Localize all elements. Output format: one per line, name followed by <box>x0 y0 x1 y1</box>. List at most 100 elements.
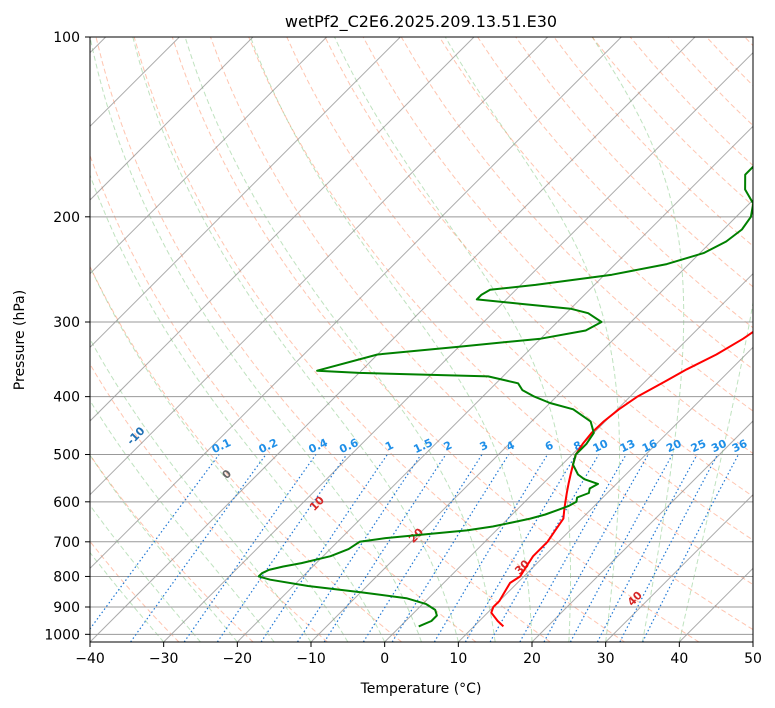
moist-adiabat-line <box>90 265 349 642</box>
moist-adiabat-line <box>250 37 533 642</box>
isotherm-line <box>752 641 753 642</box>
temperature-profile <box>490 330 753 628</box>
y-tick-label: 600 <box>53 495 80 511</box>
mixing-ratio-line <box>519 454 627 642</box>
moist-adiabat-line <box>591 37 685 642</box>
moist-adiabat-line <box>334 37 571 642</box>
isobars <box>90 37 753 635</box>
isotherm-line <box>90 37 401 349</box>
mixing-ratio-label: 1 <box>383 439 395 454</box>
isotherm-line <box>90 37 622 570</box>
y-tick-label: 100 <box>53 30 80 46</box>
isotherm-line <box>90 37 696 642</box>
mixing-ratio-label: 1.5 <box>412 436 435 456</box>
mixing-ratio-line <box>489 454 600 642</box>
dry-adiabat-line <box>90 265 403 642</box>
mixing-ratio-label: 0.6 <box>337 436 360 456</box>
mixing-ratio-line <box>183 454 317 642</box>
dry-adiabat-line <box>90 453 254 642</box>
moist-adiabat-line <box>90 454 238 642</box>
x-axis-ticks: −40 −30 −20 −10 0 10 20 30 40 50 <box>75 642 762 667</box>
x-tick-label: 20 <box>523 651 541 667</box>
mixing-ratio-label: 30 <box>709 437 729 455</box>
isotherm-line <box>90 37 475 422</box>
x-tick-label: 30 <box>597 651 615 667</box>
mixing-ratio-line <box>433 454 549 642</box>
mixing-ratio-line <box>216 454 348 642</box>
mixing-ratio-label: 0.1 <box>210 436 233 456</box>
dry-adiabat-line <box>438 37 753 370</box>
dry-adiabat-line <box>210 37 753 631</box>
mixing-ratio-label: 36 <box>730 437 750 455</box>
dry-adiabat-line <box>668 37 753 127</box>
dry-adiabats <box>90 37 753 642</box>
mixing-ratio-line <box>596 454 698 642</box>
mixing-ratio-label: 0.4 <box>307 436 330 456</box>
x-tick-label: 50 <box>744 651 762 667</box>
isotherm-line <box>310 199 753 642</box>
moist-adiabat-line <box>184 37 496 642</box>
mixing-ratio-line <box>130 454 267 642</box>
isotherm-line <box>605 493 753 642</box>
mixing-ratio-line <box>323 454 447 642</box>
moist-adiabat-line <box>444 37 620 642</box>
mixing-ratio-label: 13 <box>618 437 637 455</box>
mixing-ratio-label: 0.2 <box>257 436 280 456</box>
mixing-ratio-line <box>90 454 220 630</box>
mixing-ratio-label: 20 <box>664 437 684 455</box>
moist-adiabat-line <box>90 37 422 642</box>
mixing-ratio-line <box>362 454 483 642</box>
x-tick-label: −20 <box>223 651 253 667</box>
dry-adiabat-line <box>171 37 700 642</box>
isotherm-line <box>531 420 753 642</box>
moist-adiabat-line <box>678 299 753 642</box>
y-tick-label: 300 <box>53 315 80 331</box>
dry-adiabat-line <box>95 37 551 642</box>
isotherm-line <box>384 272 753 642</box>
moist-adiabat-line <box>90 173 386 642</box>
dry-adiabat-line <box>286 37 753 541</box>
isotherm-line <box>236 125 753 642</box>
mixing-ratio-label: 2 <box>442 439 454 454</box>
y-tick-label: 200 <box>53 210 80 226</box>
line-labels: 0.10.20.40.611.52346810131620253036-100-… <box>124 424 750 609</box>
x-tick-label: −10 <box>296 651 326 667</box>
dewpoint-profile <box>257 165 753 628</box>
x-tick-label: 10 <box>449 651 467 667</box>
moist-adiabat-line <box>90 504 201 642</box>
mixing-ratio-label: 4 <box>504 438 517 453</box>
mixing-ratio-line <box>464 454 577 642</box>
dry-adiabat-line <box>362 37 753 455</box>
dry-adiabat-line <box>90 540 180 642</box>
y-tick-label: 400 <box>53 390 80 406</box>
dry-adiabat-line <box>133 37 625 642</box>
dry-adiabat-line <box>90 153 477 642</box>
adiabat-label: -10 <box>124 424 147 447</box>
mixing-ratio-label: 10 <box>591 437 611 455</box>
mixing-ratio-label: 3 <box>478 439 490 454</box>
mixing-ratio-line <box>569 454 673 642</box>
moist-adiabat-line <box>90 399 275 642</box>
x-tick-label: −40 <box>75 651 105 667</box>
dry-adiabat-line <box>324 37 753 498</box>
isotherm-line <box>90 37 328 275</box>
moist-adiabat-line <box>90 338 312 642</box>
moist-adiabat-line <box>132 37 459 642</box>
isotherm-line <box>163 51 753 642</box>
mixing-ratio-label: 16 <box>640 437 660 455</box>
moist-adiabats <box>90 37 753 642</box>
dry-adiabat-line <box>400 37 753 412</box>
y-axis-ticks: 1000 900 800 700 600 500 400 300 200 100 <box>44 30 90 643</box>
x-tick-label: 0 <box>380 651 389 667</box>
dry-adiabat-line <box>515 37 753 288</box>
y-tick-label: 900 <box>53 600 80 616</box>
dry-adiabat-line <box>744 37 753 47</box>
y-tick-label: 1000 <box>44 627 80 643</box>
profile-series <box>257 165 753 628</box>
y-tick-label: 700 <box>53 535 80 551</box>
dry-adiabat-line <box>248 37 753 586</box>
mixing-ratio-lines <box>90 454 739 642</box>
mixing-ratio-line <box>260 454 388 642</box>
y-tick-label: 500 <box>53 448 80 464</box>
